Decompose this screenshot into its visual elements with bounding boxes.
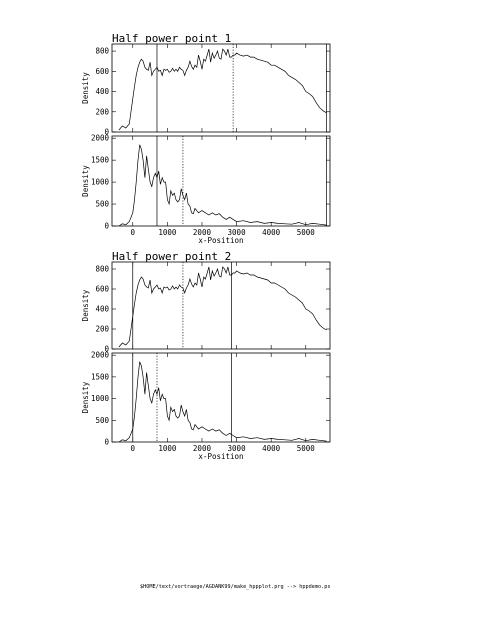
plot-frame (111, 352, 331, 443)
y-tick-label: 1500 (91, 372, 110, 381)
chart-panel-4: 0 1000 2000 3000 4000 5000 0 500 1000 1500 2000 Den… (81, 351, 331, 461)
chart-title: Half power point 1 (112, 32, 231, 45)
y-tick-label: 500 (95, 416, 109, 425)
x-tick-label: 5000 (297, 444, 316, 453)
y-tick-label: 200 (95, 107, 109, 116)
x-tick-label: 5000 (297, 228, 316, 237)
plot-frame (111, 135, 331, 227)
chart-panel-3: Half power point 2 0 200 400 600 800 Density (81, 250, 331, 354)
x-tick-label: 1000 (158, 228, 177, 237)
chart-title: Half power point 2 (112, 250, 231, 263)
y-tick-label: 2000 (91, 134, 110, 143)
x-axis-label: x-Position (198, 236, 243, 245)
y-axis-label: Density (81, 381, 90, 413)
y-tick-label: 400 (95, 87, 109, 96)
x-tick-label: 2000 (193, 444, 212, 453)
x-tick-label: 3000 (228, 444, 247, 453)
y-tick-label: 600 (95, 67, 109, 76)
y-tick-label: 0 (104, 438, 109, 447)
y-tick-label: 400 (95, 305, 109, 314)
y-tick-label: 0 (104, 222, 109, 231)
y-tick-label: 500 (95, 200, 109, 209)
x-tick-label: 2000 (193, 228, 212, 237)
y-tick-label: 200 (95, 325, 109, 334)
density-series-line (118, 361, 327, 443)
plot-frame (111, 261, 331, 350)
chart-panel-2: 0 1000 2000 3000 4000 5000 0 500 1000 1500 2000 Den… (81, 134, 331, 245)
y-axis-label: Density (81, 72, 90, 104)
x-tick-label: 1000 (158, 444, 177, 453)
density-series-line (118, 266, 327, 348)
y-tick-label: 600 (95, 285, 109, 294)
density-series-line (118, 144, 327, 227)
x-tick-label: 0 (131, 444, 136, 453)
y-tick-label: 1500 (91, 156, 110, 165)
footer-path: $HOME/text/vortraege/AGDANK99/make_hpppl… (140, 584, 331, 590)
y-tick-label: 800 (95, 265, 109, 274)
y-tick-label: 1000 (91, 394, 110, 403)
x-axis-label: x-Position (198, 452, 243, 461)
x-tick-label: 0 (131, 228, 136, 237)
plot-frame (111, 43, 331, 133)
x-tick-label: 3000 (228, 228, 247, 237)
y-tick-label: 800 (95, 47, 109, 56)
y-tick-label: 2000 (91, 351, 110, 360)
y-tick-label: 1000 (91, 178, 110, 187)
x-tick-label: 4000 (262, 228, 281, 237)
x-tick-label: 4000 (262, 444, 281, 453)
y-axis-label: Density (81, 165, 90, 197)
chart-panel-1: Half power point 1 0 200 400 600 800 Density (81, 32, 331, 137)
y-tick-label: 0 (104, 345, 109, 354)
density-series-line (118, 48, 327, 131)
y-axis-label: Density (81, 289, 90, 321)
y-tick-label: 0 (104, 128, 109, 137)
